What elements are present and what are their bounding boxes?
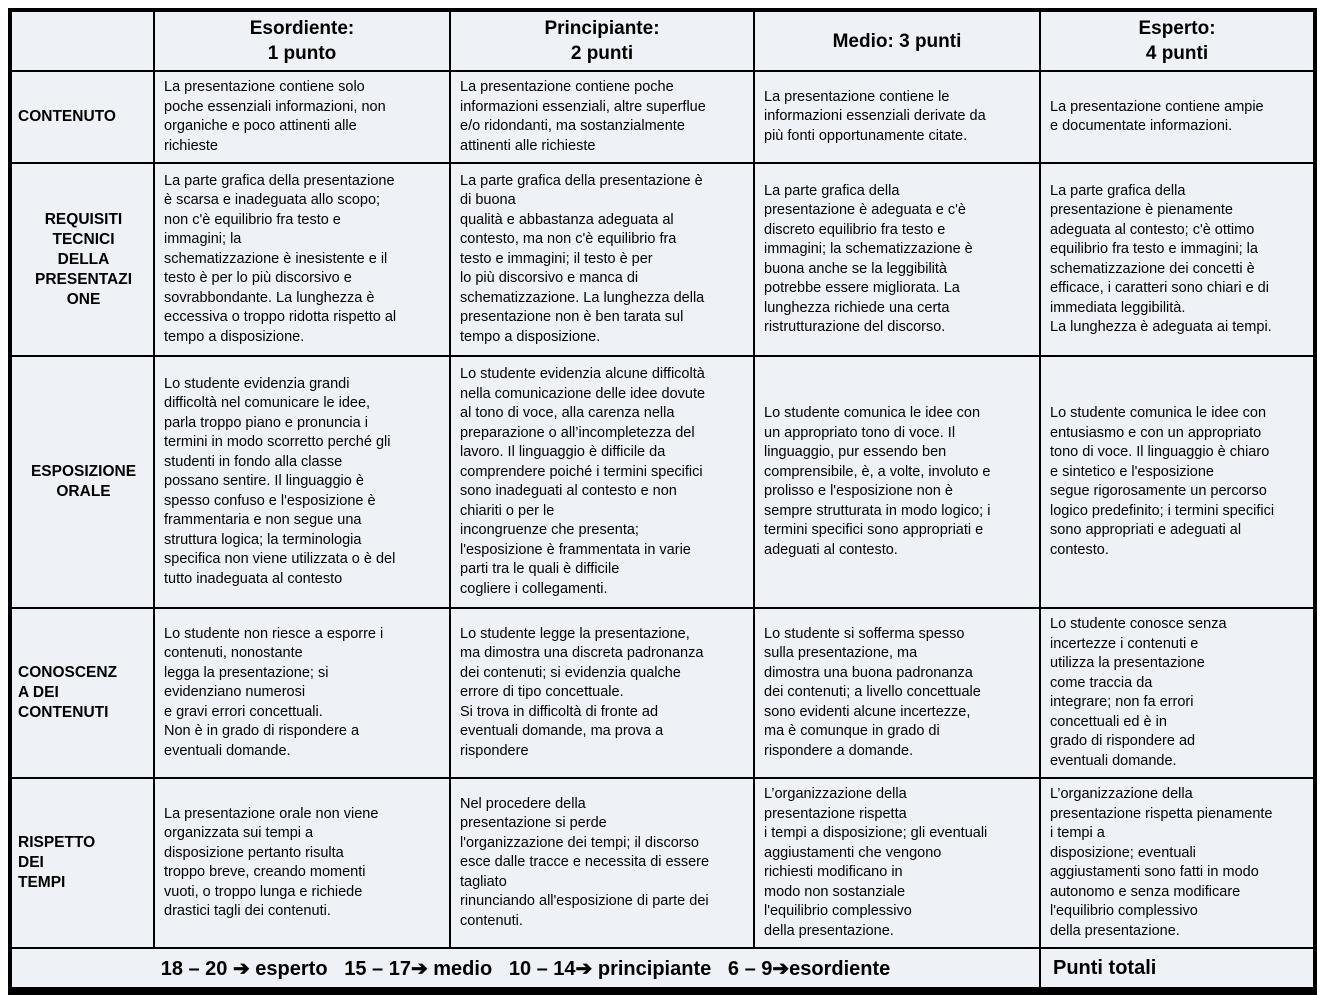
- cell-requisiti-principiante: La parte grafica della presentazione è d…: [449, 162, 755, 357]
- row-esposizione-orale: ESPOSIZIONE ORALE Lo studente evidenzia …: [9, 355, 1316, 609]
- row-label-requisiti-tecnici: REQUISITI TECNICI DELLA PRESENTAZI ONE: [9, 162, 155, 357]
- header-corner-cell: [9, 9, 155, 72]
- row-rispetto-tempi: RISPETTO DEI TEMPI La presentazione oral…: [9, 777, 1316, 949]
- row-conoscenza-contenuti: CONOSCENZ A DEI CONTENUTI Lo studente no…: [9, 607, 1316, 779]
- cell-requisiti-esperto: La parte grafica della presentazione è p…: [1039, 162, 1316, 357]
- rubric-table: Esordiente: 1 punto Principiante: 2 punt…: [8, 8, 1317, 995]
- header-principiante: Principiante: 2 punti: [449, 9, 755, 72]
- row-label-conoscenza-contenuti: CONOSCENZ A DEI CONTENUTI: [9, 607, 155, 779]
- cell-esposizione-esordiente: Lo studente evidenzia grandi difficoltà …: [153, 355, 451, 609]
- cell-conoscenza-esperto: Lo studente conosce senza incertezze i c…: [1039, 607, 1316, 779]
- cell-contenuto-esordiente: La presentazione contiene solo poche ess…: [153, 70, 451, 164]
- cell-contenuto-medio: La presentazione contiene le informazion…: [753, 70, 1041, 164]
- row-requisiti-tecnici: REQUISITI TECNICI DELLA PRESENTAZI ONE L…: [9, 162, 1316, 357]
- row-label-rispetto-tempi: RISPETTO DEI TEMPI: [9, 777, 155, 949]
- header-esperto: Esperto: 4 punti: [1039, 9, 1316, 72]
- row-contenuto: CONTENUTO La presentazione contiene solo…: [9, 70, 1316, 164]
- header-medio: Medio: 3 punti: [753, 9, 1041, 72]
- cell-rispetto-esordiente: La presentazione orale non viene organiz…: [153, 777, 451, 949]
- row-label-esposizione-orale: ESPOSIZIONE ORALE: [9, 355, 155, 609]
- header-esordiente: Esordiente: 1 punto: [153, 9, 451, 72]
- footer-row: 18 – 20 ➔ esperto 15 – 17➔ medio 10 – 14…: [9, 947, 1316, 992]
- header-row: Esordiente: 1 punto Principiante: 2 punt…: [9, 9, 1316, 72]
- score-scale-legend: 18 – 20 ➔ esperto 15 – 17➔ medio 10 – 14…: [9, 947, 1041, 992]
- cell-esposizione-esperto: Lo studente comunica le idee con entusia…: [1039, 355, 1316, 609]
- cell-requisiti-medio: La parte grafica della presentazione è a…: [753, 162, 1041, 357]
- row-label-contenuto: CONTENUTO: [9, 70, 155, 164]
- cell-rispetto-esperto: L’organizzazione della presentazione ris…: [1039, 777, 1316, 949]
- cell-contenuto-esperto: La presentazione contiene ampie e docume…: [1039, 70, 1316, 164]
- cell-esposizione-principiante: Lo studente evidenzia alcune difficoltà …: [449, 355, 755, 609]
- cell-conoscenza-medio: Lo studente si sofferma spesso sulla pre…: [753, 607, 1041, 779]
- cell-rispetto-medio: L’organizzazione della presentazione ris…: [753, 777, 1041, 949]
- total-points-label: Punti totali: [1039, 947, 1316, 992]
- cell-rispetto-principiante: Nel procedere della presentazione si per…: [449, 777, 755, 949]
- cell-contenuto-principiante: La presentazione contiene poche informaz…: [449, 70, 755, 164]
- cell-requisiti-esordiente: La parte grafica della presentazione è s…: [153, 162, 451, 357]
- cell-conoscenza-esordiente: Lo studente non riesce a esporre i conte…: [153, 607, 451, 779]
- rubric-table-container: Esordiente: 1 punto Principiante: 2 punt…: [8, 8, 1317, 995]
- cell-esposizione-medio: Lo studente comunica le idee con un appr…: [753, 355, 1041, 609]
- cell-conoscenza-principiante: Lo studente legge la presentazione, ma d…: [449, 607, 755, 779]
